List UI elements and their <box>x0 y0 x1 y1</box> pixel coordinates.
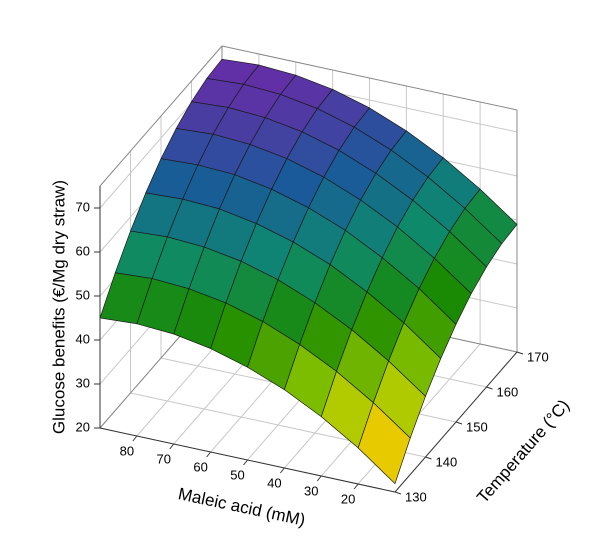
y-tick <box>516 351 524 355</box>
z-tick-label: 60 <box>76 243 90 258</box>
y-tick-label: 160 <box>497 384 519 399</box>
x-tick <box>206 451 212 458</box>
x-tick-label: 70 <box>157 451 171 466</box>
x-tick <box>132 435 138 442</box>
y-tick-label: 130 <box>405 489 427 504</box>
x-tick-label: 60 <box>193 459 207 474</box>
x-tick <box>353 483 359 490</box>
x-tick-label: 20 <box>341 491 355 506</box>
z-tick-label: 50 <box>76 287 90 302</box>
x-tick <box>169 443 175 450</box>
x-tick-label: 50 <box>230 467 244 482</box>
y-tick <box>486 386 493 390</box>
x-axis-label: Maleic acid (mM) <box>176 484 307 529</box>
box-edge <box>99 45 223 187</box>
x-tick-label: 30 <box>304 483 318 498</box>
y-tick <box>455 421 463 425</box>
z-axis-label: Glucose benefits (€/Mg dry straw) <box>49 180 68 434</box>
x-tick <box>279 467 285 474</box>
x-tick-label: 80 <box>120 443 134 458</box>
z-tick-label: 30 <box>76 375 90 390</box>
surface-cell <box>357 402 411 485</box>
y-tick <box>394 491 402 495</box>
y-tick-label: 140 <box>436 454 458 469</box>
y-tick-label: 170 <box>527 349 549 364</box>
y-tick-label: 150 <box>466 419 488 434</box>
y-axis-label: Temperature (°C) <box>473 396 573 507</box>
x-tick <box>243 459 248 466</box>
z-tick-label: 20 <box>76 419 90 434</box>
z-tick-label: 40 <box>76 331 90 346</box>
surface <box>99 58 518 485</box>
x-tick <box>316 475 322 482</box>
z-tick-label: 70 <box>76 199 90 214</box>
y-tick <box>425 456 432 460</box>
x-tick-label: 40 <box>267 475 281 490</box>
box-edge <box>221 45 518 111</box>
